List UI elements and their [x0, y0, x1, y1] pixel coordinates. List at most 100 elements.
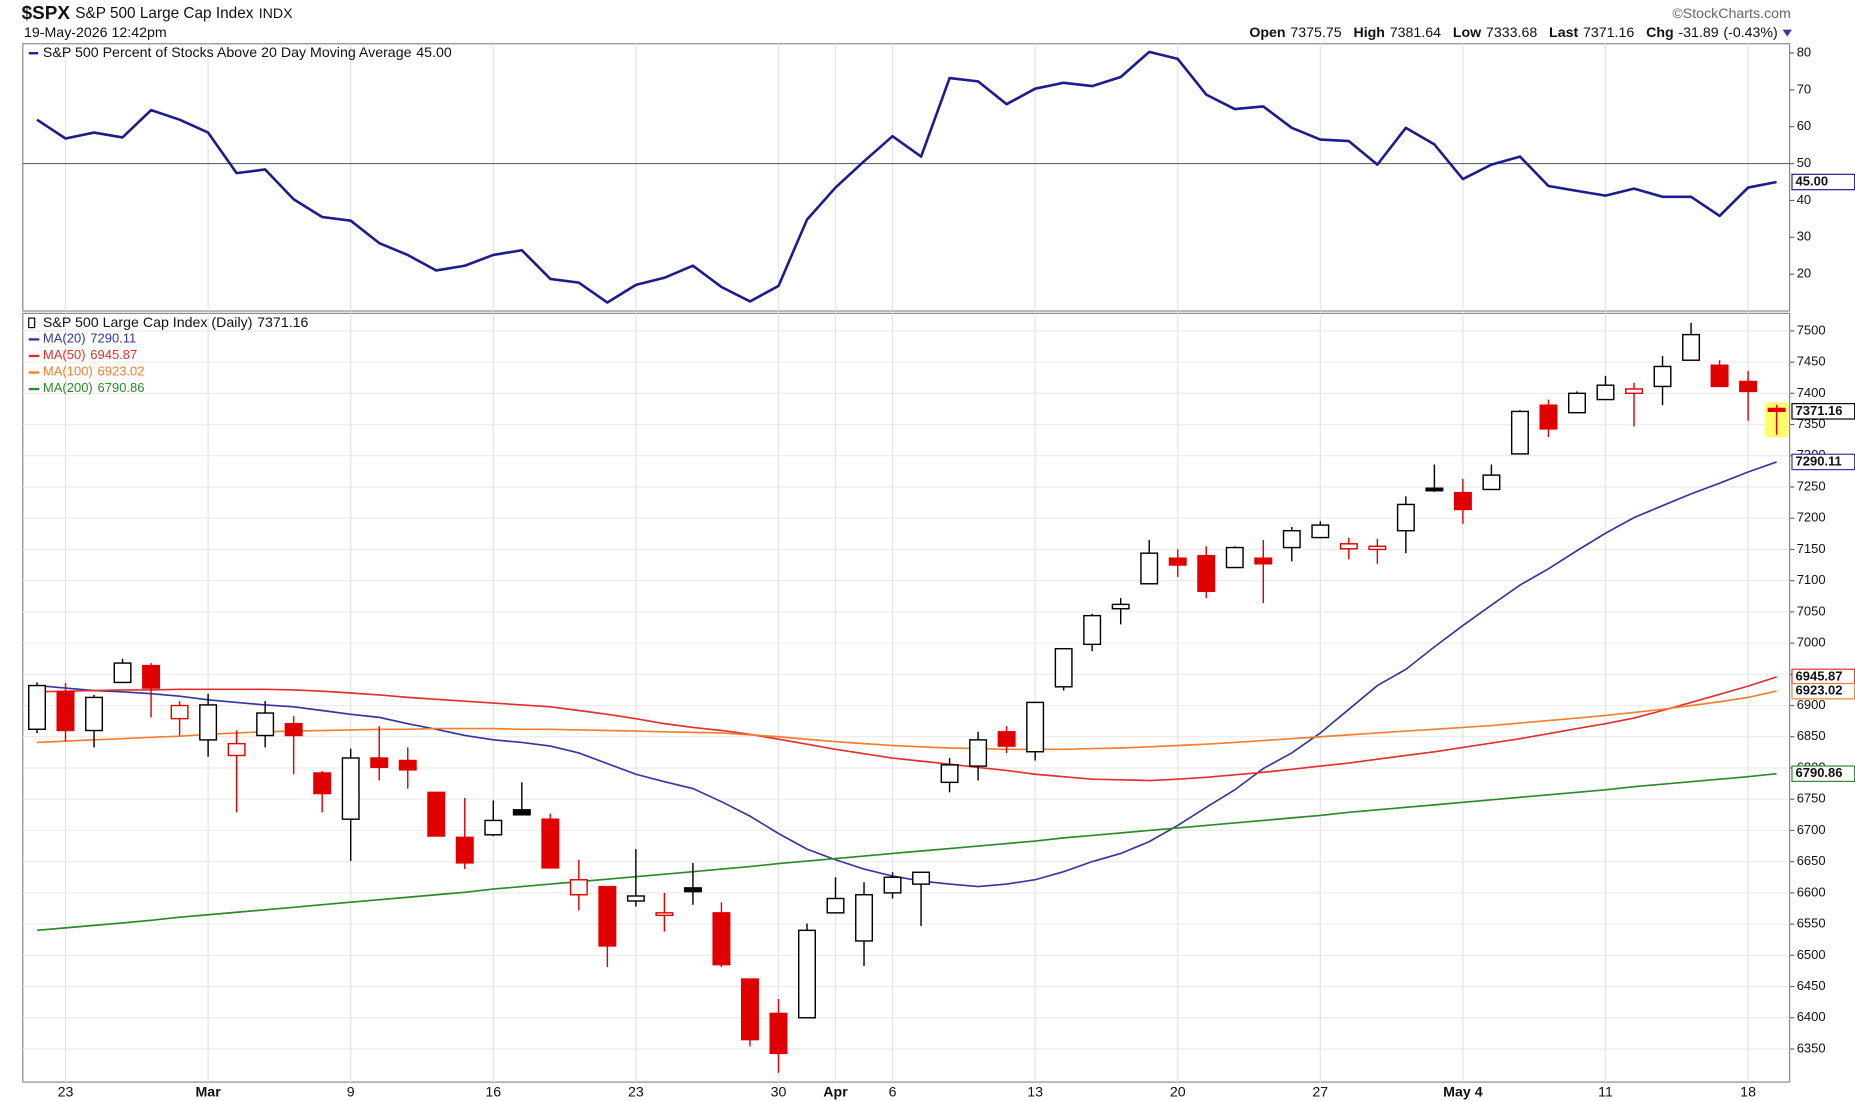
- candle-body: [1767, 407, 1786, 413]
- y-tick-label: 6600: [1797, 884, 1826, 899]
- quote-menu[interactable]: [1782, 29, 1792, 37]
- legend-value: 6923.02: [98, 364, 145, 379]
- source: ©StockCharts.com: [1672, 6, 1790, 22]
- x-tick-label: Apr: [823, 1084, 848, 1100]
- candle-body: [284, 722, 303, 737]
- candle-body: [912, 871, 931, 885]
- value-box-label: 6790.86: [1796, 765, 1843, 780]
- quote-label: Open: [1249, 25, 1285, 41]
- quote-value: 7381.64: [1390, 25, 1441, 41]
- legend-name: S&P 500 Percent of Stocks Above 20 Day M…: [43, 45, 412, 61]
- candle-body: [484, 819, 503, 836]
- candle-body: [1339, 543, 1358, 550]
- y-tick-label: 7250: [1797, 478, 1826, 493]
- x-tick-label: 23: [58, 1084, 74, 1100]
- legend-value: 7371.16: [257, 315, 308, 331]
- candle-body: [142, 664, 161, 689]
- candle-body: [740, 978, 759, 1041]
- y-tick-label: 7150: [1797, 541, 1826, 556]
- y-tick-label: 50: [1797, 155, 1811, 170]
- quote-label: Chg: [1646, 25, 1674, 41]
- candle-body: [1510, 410, 1529, 455]
- candle-body: [626, 895, 645, 902]
- candle-body: [427, 791, 446, 837]
- candle-body: [1625, 388, 1644, 395]
- quote-value: 7371.16: [1583, 25, 1634, 41]
- symbol: $SPX: [22, 3, 71, 24]
- y-tick-label: 6350: [1797, 1040, 1826, 1055]
- candle-body: [1567, 392, 1586, 414]
- candle-body: [1453, 491, 1472, 511]
- legend-entry: MA(100) 6923.02: [43, 364, 145, 379]
- y-tick-label: 7450: [1797, 354, 1826, 369]
- x-tick-label: 18: [1740, 1084, 1756, 1100]
- y-tick-label: 7200: [1797, 510, 1826, 525]
- date: 19-May-2026 12:42pm: [24, 25, 167, 41]
- quote-label: Last: [1549, 25, 1578, 41]
- candle-body: [683, 887, 702, 893]
- x-tick-label: 9: [347, 1084, 355, 1100]
- x-tick-label: Mar: [195, 1084, 221, 1100]
- legend-entry: S&P 500 Large Cap Index (Daily) 7371.16: [43, 315, 309, 331]
- candle-body: [227, 742, 246, 757]
- candle-body: [370, 757, 389, 769]
- quote-label: High: [1353, 25, 1385, 41]
- line-series: [36, 50, 1777, 304]
- value-box-label: 7290.11: [1796, 453, 1842, 468]
- candle-body: [199, 704, 218, 741]
- lower-panel: [22, 312, 1791, 1083]
- y-tick-label: 30: [1797, 229, 1811, 244]
- candle-body: [655, 912, 674, 917]
- legend-value: 6945.87: [90, 347, 137, 362]
- candle-body: [1396, 503, 1415, 532]
- candle-body: [1682, 333, 1701, 361]
- y-tick-label: 70: [1797, 81, 1811, 96]
- y-tick-label: 60: [1797, 118, 1811, 133]
- candle-body: [56, 691, 75, 732]
- x-tick-label: 11: [1598, 1084, 1613, 1100]
- quote-value: 7375.75: [1290, 25, 1341, 41]
- candle-body: [170, 704, 189, 720]
- legend-value: 7290.11: [90, 331, 136, 346]
- value-box-label: 7371.16: [1796, 403, 1843, 418]
- legend-name: MA(100): [43, 364, 93, 379]
- legend-icon: [28, 317, 36, 329]
- candle-body: [826, 897, 845, 914]
- moving-average: [36, 772, 1777, 932]
- candle-body: [855, 894, 874, 942]
- x-tick-label: 23: [628, 1084, 644, 1100]
- x-tick-label: 16: [485, 1084, 501, 1100]
- candle-body: [1026, 701, 1045, 753]
- y-tick-label: 6900: [1797, 697, 1826, 712]
- x-tick-label: 27: [1312, 1084, 1328, 1100]
- candle-body: [769, 1012, 788, 1055]
- legend-entry: MA(50) 6945.87: [43, 347, 137, 362]
- candle-body: [541, 818, 560, 869]
- x-tick-label: 13: [1027, 1084, 1043, 1100]
- candle-body: [1482, 474, 1501, 491]
- legend-value: 45.00: [416, 45, 452, 61]
- candle-body: [798, 929, 816, 1019]
- candle-body: [256, 712, 275, 737]
- moving-average: [36, 690, 1777, 751]
- quote-value: -31.89: [1678, 25, 1718, 41]
- x-tick-label: 6: [889, 1084, 897, 1100]
- candle-body: [969, 739, 988, 767]
- legend-entry: MA(20) 7290.11: [43, 331, 136, 346]
- candle-body: [1282, 529, 1301, 549]
- legend-entry: S&P 500 Percent of Stocks Above 20 Day M…: [43, 45, 452, 61]
- candle-body: [1710, 364, 1729, 388]
- candle-body: [1083, 614, 1102, 646]
- y-tick-label: 7350: [1797, 416, 1826, 431]
- candle-body: [1311, 524, 1330, 539]
- candle-body: [997, 731, 1016, 747]
- candle-body: [1225, 546, 1244, 569]
- quote-value: 7333.68: [1486, 25, 1537, 41]
- candle-body: [1111, 603, 1130, 610]
- y-tick-label: 6400: [1797, 1009, 1826, 1024]
- y-tick-label: 6750: [1797, 791, 1826, 806]
- exchange: INDX: [259, 6, 293, 22]
- y-tick-label: 7050: [1797, 603, 1826, 618]
- header-title: $SPX S&P 500 Large Cap Index INDX: [22, 3, 294, 24]
